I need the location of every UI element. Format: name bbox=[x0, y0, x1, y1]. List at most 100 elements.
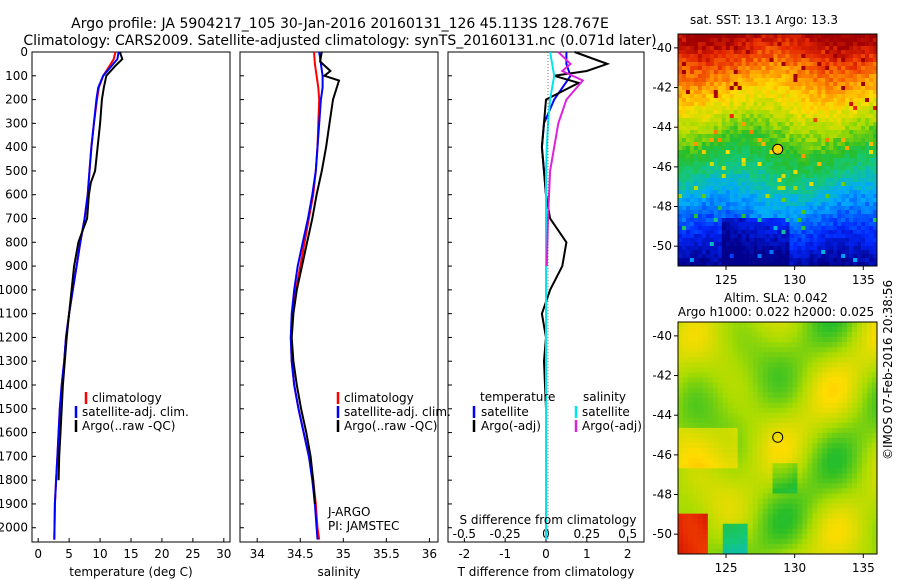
sla-cell bbox=[722, 548, 729, 555]
sst-cell bbox=[678, 258, 683, 263]
sst-cell bbox=[777, 162, 782, 167]
sla-cell bbox=[872, 342, 878, 348]
sla-cell bbox=[712, 352, 719, 358]
sst-cell bbox=[745, 82, 750, 87]
sst-cell bbox=[737, 110, 742, 115]
sst-cell bbox=[721, 262, 727, 267]
sst-cell bbox=[861, 214, 866, 219]
jargo-annotation: J-ARGO bbox=[327, 505, 370, 519]
sla-cell bbox=[782, 448, 788, 454]
sst-cell bbox=[789, 126, 794, 131]
sst-cell bbox=[737, 226, 742, 231]
sst-cell bbox=[845, 194, 850, 199]
sst-cell bbox=[777, 246, 782, 251]
sst-cell bbox=[713, 222, 719, 227]
sst-cell bbox=[757, 234, 762, 239]
sla-cell bbox=[687, 458, 694, 464]
sla-cell bbox=[817, 392, 823, 398]
sst-cell bbox=[829, 162, 834, 167]
sst-cell bbox=[729, 142, 735, 147]
sst-cell bbox=[685, 162, 691, 167]
sst-cell bbox=[861, 202, 866, 207]
sla-cell bbox=[832, 548, 838, 555]
sst-cell bbox=[765, 150, 770, 155]
sst-cell bbox=[737, 178, 742, 183]
sst-cell bbox=[729, 186, 735, 191]
sla-cell bbox=[792, 468, 798, 474]
sst-cell bbox=[713, 90, 719, 95]
sla-cell bbox=[712, 538, 719, 545]
sst-cell bbox=[749, 150, 754, 155]
sla-cell bbox=[722, 463, 729, 469]
sst-cell bbox=[833, 82, 838, 87]
sla-cell bbox=[822, 357, 828, 363]
sst-cell bbox=[745, 186, 750, 191]
sla-cell bbox=[847, 493, 853, 499]
sla-cell bbox=[727, 523, 734, 530]
sla-cell bbox=[742, 382, 748, 388]
sla-cell bbox=[822, 483, 828, 489]
sla-cell bbox=[747, 468, 753, 474]
sst-cell bbox=[753, 166, 758, 171]
sla-cell bbox=[872, 397, 878, 403]
sla-cell bbox=[747, 382, 753, 388]
sla-cell bbox=[722, 453, 729, 459]
sst-cell bbox=[873, 106, 878, 111]
sst-cell bbox=[761, 150, 766, 155]
sla-cell bbox=[807, 513, 813, 519]
sst-cell bbox=[857, 254, 862, 259]
sla-cell bbox=[717, 402, 724, 409]
sst-cell bbox=[829, 202, 834, 207]
sla-cell bbox=[742, 548, 748, 555]
sla-cell bbox=[692, 538, 699, 545]
sla-cell bbox=[827, 377, 833, 383]
sla-cell bbox=[832, 412, 838, 419]
sst-cell bbox=[701, 162, 707, 167]
sla-cell bbox=[822, 468, 828, 474]
sla-cell bbox=[712, 332, 719, 338]
sst-cell bbox=[705, 66, 711, 71]
sst-cell bbox=[749, 258, 754, 263]
sst-cell bbox=[689, 150, 695, 155]
sst-cell bbox=[729, 130, 735, 135]
sla-cell bbox=[827, 548, 833, 555]
sst-cell bbox=[833, 250, 838, 255]
sla-cell bbox=[827, 407, 833, 414]
sla-cell bbox=[742, 387, 748, 393]
sla-cell bbox=[712, 478, 719, 484]
sla-cell bbox=[692, 327, 699, 333]
sst-cell bbox=[689, 82, 695, 87]
sla-cell bbox=[762, 458, 768, 464]
sst-cell bbox=[809, 198, 814, 203]
sst-cell bbox=[849, 246, 854, 251]
sst-cell bbox=[861, 46, 866, 51]
sst-cell bbox=[769, 206, 774, 211]
sst-cell bbox=[801, 170, 806, 175]
sst-cell bbox=[845, 58, 850, 63]
sst-cell bbox=[721, 258, 727, 263]
sla-cell bbox=[837, 548, 843, 555]
sla-cell bbox=[712, 412, 719, 419]
sst-cell bbox=[729, 86, 735, 91]
sst-cell bbox=[805, 218, 810, 223]
sst-cell bbox=[821, 226, 826, 231]
lat-tick-label: -48 bbox=[652, 488, 672, 502]
sst-cell bbox=[769, 154, 774, 159]
sla-cell bbox=[747, 523, 753, 530]
sla-cell bbox=[747, 548, 753, 555]
sst-cell bbox=[873, 202, 878, 207]
sla-cell bbox=[867, 392, 873, 398]
temperature-legend: climatology satellite-adj. clim. Argo(..… bbox=[74, 391, 189, 433]
sst-cell bbox=[821, 90, 826, 95]
sst-cell bbox=[753, 254, 758, 259]
sst-cell bbox=[829, 246, 834, 251]
sla-cell bbox=[727, 538, 734, 545]
sst-cell bbox=[709, 146, 715, 151]
sst-cell bbox=[729, 242, 735, 247]
sst-cell bbox=[841, 58, 846, 63]
sst-cell bbox=[805, 258, 810, 263]
sst-cell bbox=[761, 58, 766, 63]
sst-cell bbox=[769, 222, 774, 227]
sst-cell bbox=[797, 254, 802, 259]
sst-cell bbox=[873, 258, 878, 263]
